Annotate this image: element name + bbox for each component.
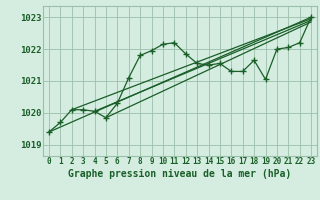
- X-axis label: Graphe pression niveau de la mer (hPa): Graphe pression niveau de la mer (hPa): [68, 169, 292, 179]
